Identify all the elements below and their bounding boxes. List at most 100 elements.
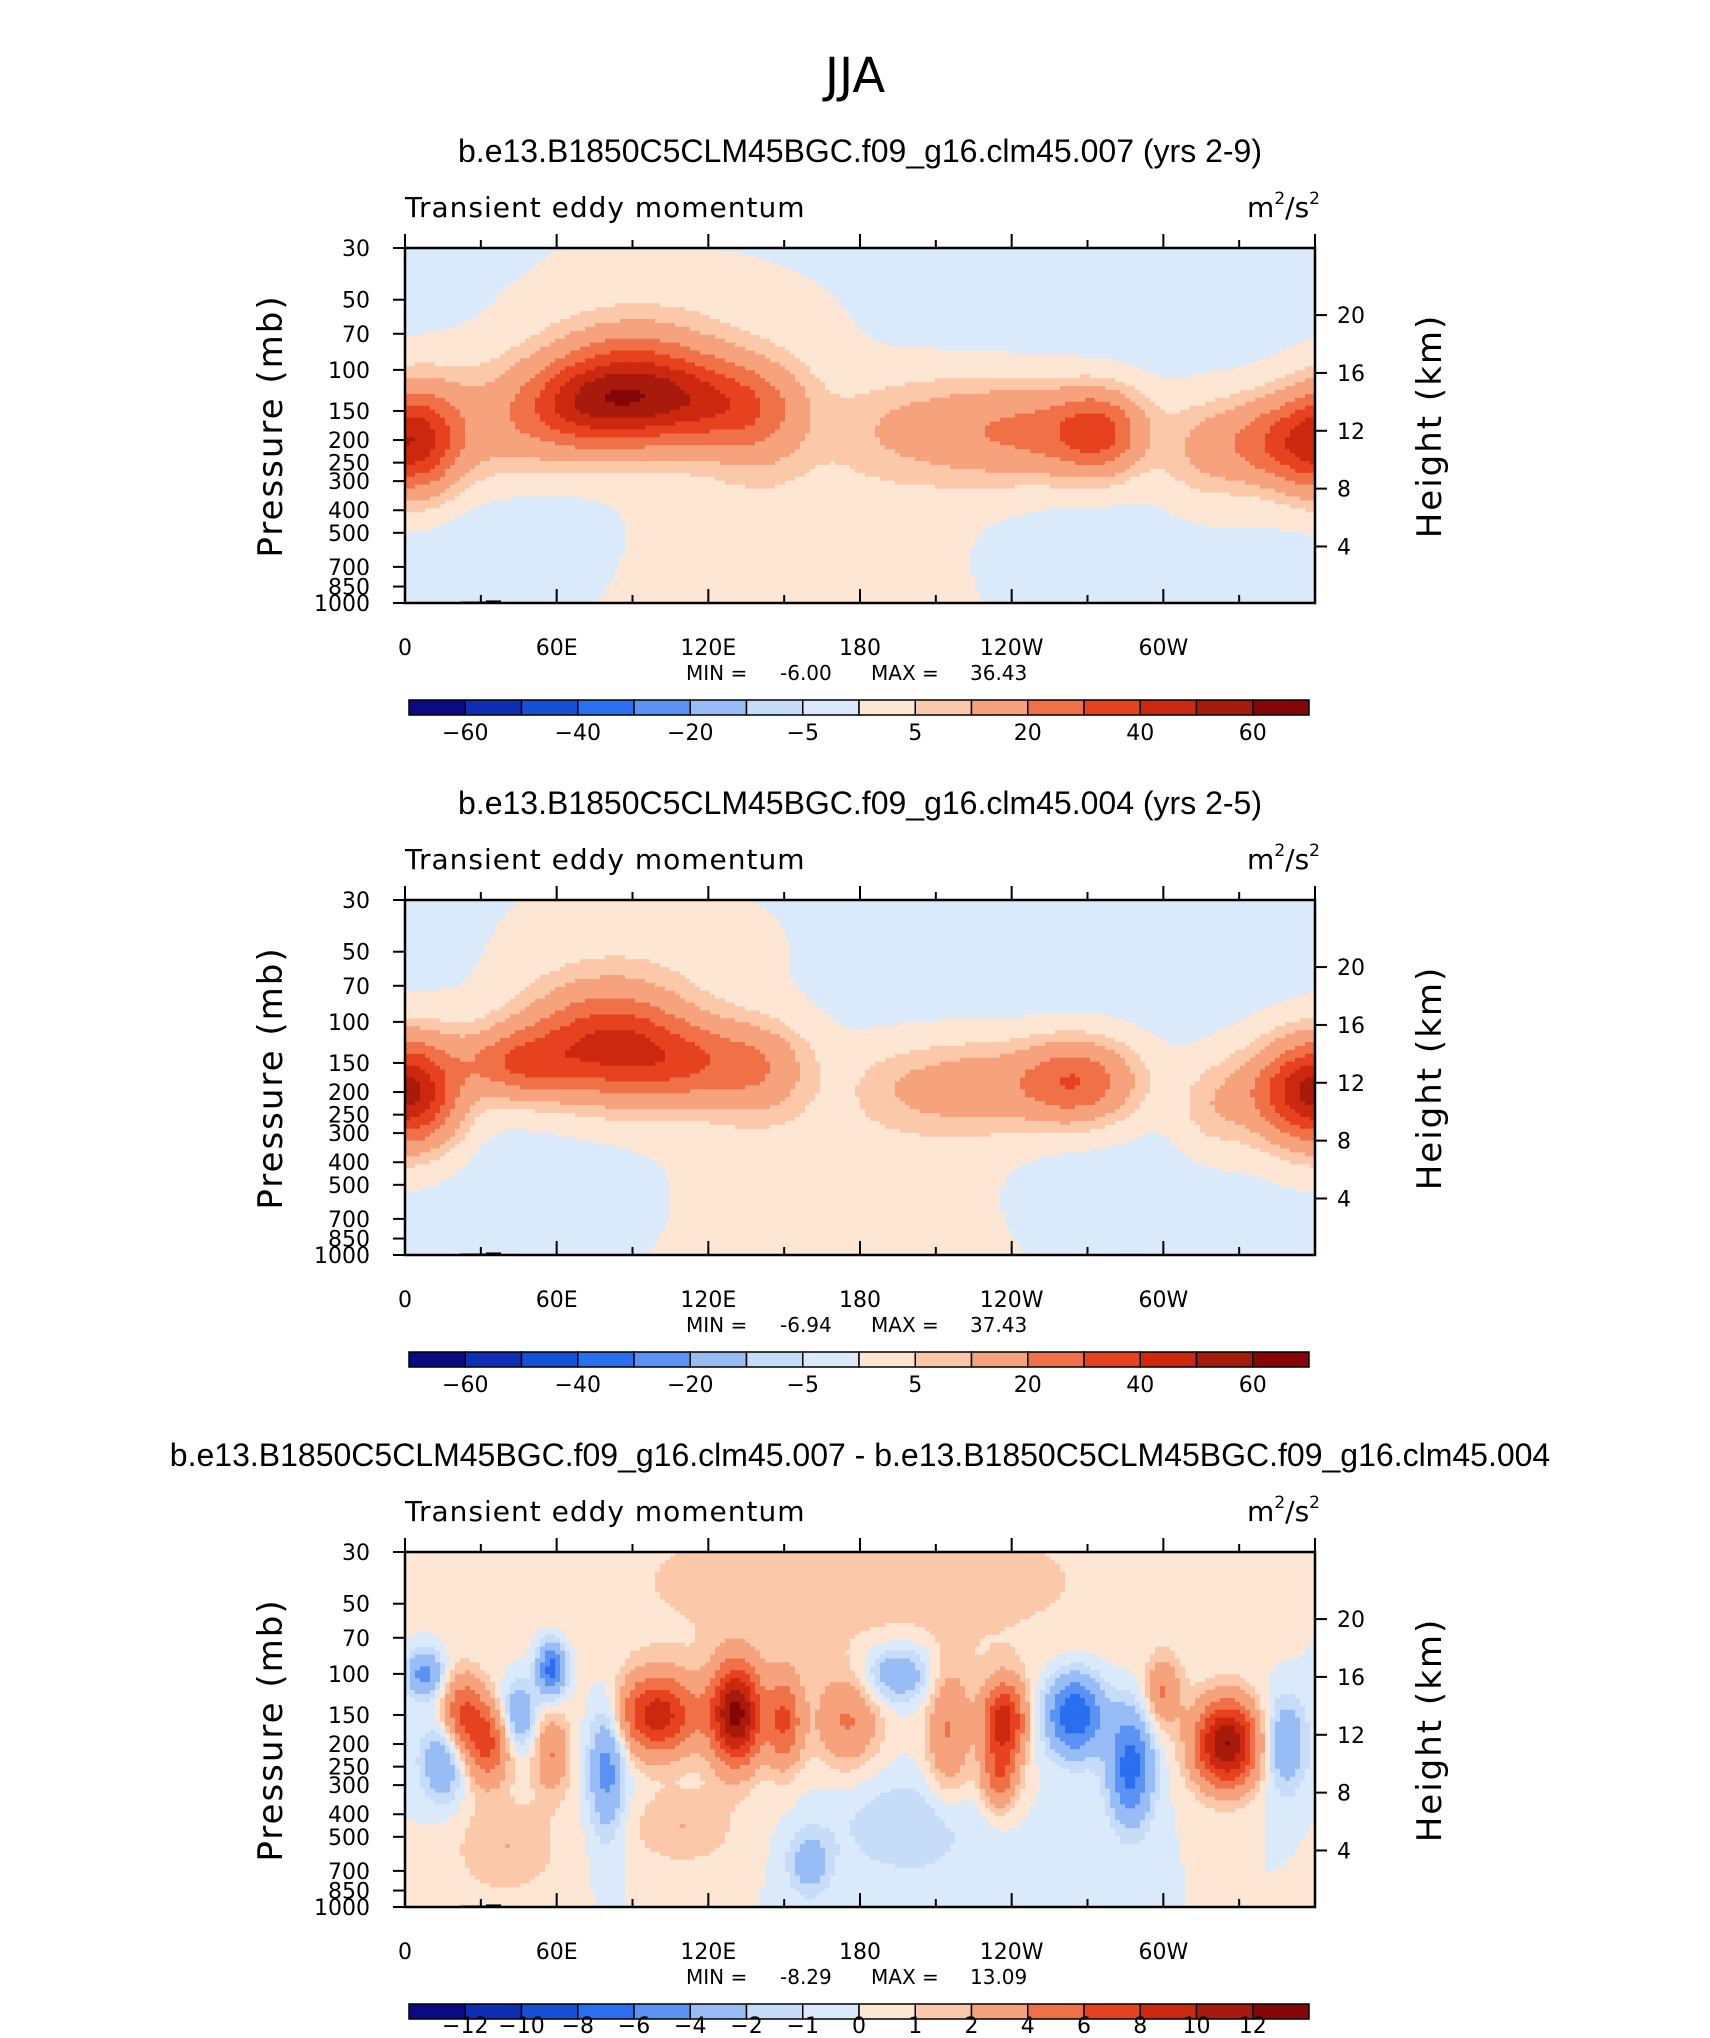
- y-tick-label: 50: [342, 941, 370, 966]
- y2-tick-label: 16: [1337, 362, 1365, 387]
- y-tick-label: 250: [328, 1104, 370, 1129]
- y-tick-label: 30: [342, 1541, 370, 1566]
- y-tick-label: 700: [328, 1208, 370, 1233]
- units-label: m2/s2: [1247, 1493, 1320, 1528]
- stats-min-label: MIN =: [686, 661, 747, 685]
- y-tick-label: 100: [328, 359, 370, 384]
- y2-tick-label: 20: [1337, 304, 1365, 329]
- colorbar-box: [408, 1351, 466, 1368]
- colorbar-label: −20: [667, 1373, 713, 1398]
- colorbar-box: [970, 2003, 1029, 2020]
- colorbar-box: [1252, 1351, 1310, 1368]
- colorbar-box: [914, 2003, 973, 2020]
- panel-1: b.e13.B1850C5CLM45BGC.f09_g16.clm45.007 …: [251, 133, 1450, 746]
- x-tick-label: 180: [839, 636, 881, 661]
- colorbar: −60 −40 −20 −5 5 20 40 60: [408, 1351, 1310, 1398]
- y-tick-label: 850: [328, 1228, 370, 1253]
- colorbar-box: [1195, 699, 1254, 716]
- colorbar-box: [802, 699, 860, 716]
- x-tick-label: 0: [398, 1940, 412, 1965]
- left-string: Transient eddy momentum: [404, 1495, 806, 1528]
- x-tick-label: 60W: [1138, 1940, 1188, 1965]
- colorbar-label: 5: [908, 1373, 922, 1398]
- y-tick-label: 70: [342, 975, 370, 1000]
- y-tick-label: 700: [328, 556, 370, 581]
- y2-tick-label: 4: [1337, 535, 1351, 560]
- stats-max-label: MAX =: [871, 1965, 939, 1989]
- y-tick-label: 200: [328, 1081, 370, 1106]
- y-tick-label: 70: [342, 323, 370, 348]
- x-tick-label: 0: [398, 1288, 412, 1313]
- stats-max-value: 37.43: [970, 1313, 1027, 1337]
- colorbar-label: −8: [562, 2014, 594, 2038]
- contour-fill: [405, 900, 1315, 1255]
- colorbar-label: 20: [1014, 1373, 1042, 1398]
- colorbar-label: 1: [908, 2014, 922, 2038]
- y-axis-label: Pressure (mb): [251, 294, 291, 557]
- x-tick-label: 60E: [536, 636, 578, 661]
- y-tick-label: 1000: [314, 1896, 370, 1921]
- colorbar-box: [1252, 699, 1310, 716]
- x-tick-label: 120E: [680, 1940, 736, 1965]
- x-tick-label: 0: [398, 636, 412, 661]
- colorbar-box: [970, 699, 1029, 716]
- colorbar-box: [464, 699, 523, 716]
- stats-min-label: MIN =: [686, 1313, 747, 1337]
- contour-fill: [405, 1552, 1315, 1907]
- colorbar-box: [1195, 1351, 1254, 1368]
- contour-fill: [405, 248, 1315, 603]
- y2-axis-label: Height (km): [1410, 314, 1450, 539]
- y2-tick-label: 12: [1337, 1072, 1365, 1097]
- y-axis-label: Pressure (mb): [251, 946, 291, 1209]
- colorbar-box: [577, 699, 635, 716]
- y2-tick-label: 8: [1337, 478, 1351, 503]
- colorbar-box: [1083, 699, 1141, 716]
- x-tick-label: 120W: [980, 636, 1044, 661]
- colorbar-box: [970, 1351, 1029, 1368]
- stats-max-value: 13.09: [970, 1965, 1027, 1989]
- colorbar-label: 40: [1126, 721, 1154, 746]
- y-tick-label: 700: [328, 1860, 370, 1885]
- colorbar-label: 5: [908, 721, 922, 746]
- colorbar-label: −4: [674, 2014, 706, 2038]
- y-tick-label: 300: [328, 1122, 370, 1147]
- colorbar-box: [745, 1351, 804, 1368]
- colorbar-box: [1027, 699, 1085, 716]
- colorbar-label: 2: [965, 2014, 979, 2038]
- y2-axis-label: Height (km): [1410, 966, 1450, 1191]
- panel-title: b.e13.B1850C5CLM45BGC.f09_g16.clm45.007 …: [170, 1437, 1550, 1473]
- x-tick-label: 120E: [680, 1288, 736, 1313]
- y-tick-label: 200: [328, 1733, 370, 1758]
- stats-min-value: -8.29: [780, 1965, 832, 1989]
- y2-tick-label: 20: [1337, 956, 1365, 981]
- colorbar-label: 12: [1239, 2014, 1267, 2038]
- y2-tick-label: 12: [1337, 420, 1365, 445]
- y2-tick-label: 20: [1337, 1608, 1365, 1633]
- colorbar-box: [745, 699, 804, 716]
- colorbar-box: [1139, 699, 1198, 716]
- colorbar-label: −10: [498, 2014, 544, 2038]
- y-tick-label: 100: [328, 1011, 370, 1036]
- colorbar-box: [689, 1351, 748, 1368]
- colorbar-label: 40: [1126, 1373, 1154, 1398]
- panel-2: b.e13.B1850C5CLM45BGC.f09_g16.clm45.004 …: [251, 785, 1450, 1398]
- colorbar-box: [633, 699, 691, 716]
- colorbar-box: [1252, 2003, 1310, 2020]
- y2-tick-label: 12: [1337, 1724, 1365, 1749]
- y-tick-label: 200: [328, 429, 370, 454]
- stats-max-label: MAX =: [871, 661, 939, 685]
- y-tick-label: 250: [328, 1756, 370, 1781]
- colorbar-label: −60: [442, 721, 488, 746]
- y-tick-label: 400: [328, 499, 370, 524]
- y-axis-label: Pressure (mb): [251, 1598, 291, 1861]
- colorbar: −60 −40 −20 −5 5 20 40 60: [408, 699, 1310, 746]
- y-tick-label: 50: [342, 289, 370, 314]
- y-tick-label: 70: [342, 1627, 370, 1652]
- units-label: m2/s2: [1247, 189, 1320, 224]
- colorbar-label: −40: [555, 1373, 601, 1398]
- colorbar-box: [464, 1351, 523, 1368]
- y-tick-label: 150: [328, 1704, 370, 1729]
- x-tick-label: 120W: [980, 1940, 1044, 1965]
- colorbar-box: [914, 699, 973, 716]
- left-string: Transient eddy momentum: [404, 191, 806, 224]
